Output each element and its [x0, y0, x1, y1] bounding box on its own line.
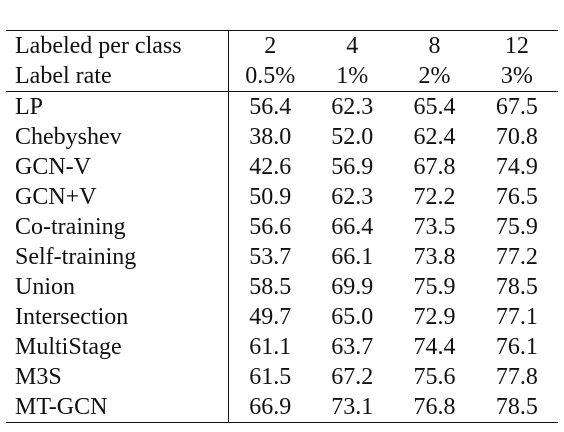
table-row: Intersection 49.7 65.0 72.9 77.1 — [6, 302, 558, 332]
method-name-cell: Self-training — [6, 242, 230, 272]
header-value: 4 — [311, 30, 394, 61]
accuracy-cell: 56.9 — [331, 154, 374, 180]
method-name-cell: Co-training — [6, 212, 230, 242]
table-row: MT-GCN 66.9 73.1 76.8 78.5 — [6, 392, 558, 423]
table-row: Self-training 53.7 66.1 73.8 77.2 — [6, 242, 558, 272]
accuracy-cell: 77.1 — [495, 304, 538, 330]
header-value: 0.5% — [228, 61, 312, 92]
header-label: Labeled per class — [6, 30, 230, 61]
accuracy-cell: 62.3 — [331, 184, 374, 210]
accuracy-cell: 66.4 — [331, 214, 374, 240]
cropped-caption-fragment — [0, 0, 564, 10]
accuracy-cell: 78.5 — [475, 392, 558, 423]
method-name-cell: Union — [6, 272, 230, 302]
header-label: Label rate — [6, 61, 230, 92]
table-row: Union 58.5 69.9 75.9 78.5 — [6, 272, 558, 302]
accuracy-cell: 65.0 — [331, 304, 374, 330]
table-row: GCN-V 42.6 56.9 67.8 74.9 — [6, 152, 558, 182]
accuracy-cell: 61.5 — [249, 364, 292, 390]
method-name-cell: LP — [6, 91, 230, 122]
accuracy-cell: 76.5 — [495, 184, 538, 210]
method-name-cell: Chebyshev — [6, 122, 230, 152]
header-row-label-rate: Label rate 0.5% 1% 2% 3% — [6, 61, 558, 92]
accuracy-cell: 77.8 — [495, 364, 538, 390]
accuracy-cell: 75.9 — [495, 214, 538, 240]
accuracy-cell: 63.7 — [331, 334, 374, 360]
accuracy-cell: 70.8 — [495, 124, 538, 150]
accuracy-cell: 53.7 — [249, 244, 292, 270]
table-header: Labeled per class 2 4 8 12 Label rate 0.… — [6, 30, 558, 92]
accuracy-cell: 75.9 — [413, 274, 456, 300]
accuracy-cell: 62.4 — [413, 124, 456, 150]
table-row: Co-training 56.6 66.4 73.5 75.9 — [6, 212, 558, 242]
table-row: GCN+V 50.9 62.3 72.2 76.5 — [6, 182, 558, 212]
accuracy-cell: 65.4 — [413, 94, 456, 120]
header-value: 3% — [475, 61, 558, 92]
header-row-labeled-per-class: Labeled per class 2 4 8 12 — [6, 30, 558, 61]
accuracy-cell: 78.5 — [495, 274, 538, 300]
header-value: 12 — [475, 30, 558, 61]
accuracy-cell: 56.6 — [249, 214, 292, 240]
method-name-cell: GCN-V — [6, 152, 230, 182]
accuracy-cell: 74.4 — [413, 334, 456, 360]
table-row: LP 56.4 62.3 65.4 67.5 — [6, 91, 558, 122]
accuracy-cell: 66.9 — [228, 392, 312, 423]
accuracy-cell: 73.8 — [413, 244, 456, 270]
accuracy-cell: 73.5 — [413, 214, 456, 240]
accuracy-cell: 75.6 — [413, 364, 456, 390]
accuracy-cell: 62.3 — [331, 94, 374, 120]
method-name-cell: MultiStage — [6, 332, 230, 362]
method-name-cell: MT-GCN — [6, 392, 230, 423]
table-row: M3S 61.5 67.2 75.6 77.8 — [6, 362, 558, 392]
accuracy-cell: 72.9 — [413, 304, 456, 330]
accuracy-cell: 73.1 — [311, 392, 394, 423]
accuracy-cell: 74.9 — [495, 154, 538, 180]
accuracy-cell: 61.1 — [249, 334, 292, 360]
table-body: LP 56.4 62.3 65.4 67.5 Chebyshev 38.0 52.0 62.4 7… — [6, 91, 558, 423]
accuracy-cell: 56.4 — [249, 94, 292, 120]
table-row: Chebyshev 38.0 52.0 62.4 70.8 — [6, 122, 558, 152]
method-name-cell: GCN+V — [6, 182, 230, 212]
table-row: MultiStage 61.1 63.7 74.4 76.1 — [6, 332, 558, 362]
accuracy-cell: 38.0 — [249, 124, 292, 150]
accuracy-cell: 58.5 — [249, 274, 292, 300]
accuracy-cell: 50.9 — [249, 184, 292, 210]
accuracy-cell: 69.9 — [331, 274, 374, 300]
accuracy-cell: 66.1 — [331, 244, 374, 270]
header-value: 1% — [311, 61, 394, 92]
accuracy-cell: 67.8 — [413, 154, 456, 180]
header-value: 8 — [393, 30, 476, 61]
header-value: 2 — [228, 30, 312, 61]
accuracy-cell: 72.2 — [413, 184, 456, 210]
accuracy-cell: 67.2 — [331, 364, 374, 390]
accuracy-cell: 67.5 — [495, 94, 538, 120]
method-name-cell: Intersection — [6, 302, 230, 332]
accuracy-cell: 76.8 — [393, 392, 476, 423]
method-name-cell: M3S — [6, 362, 230, 392]
accuracy-cell: 77.2 — [495, 244, 538, 270]
accuracy-cell: 76.1 — [495, 334, 538, 360]
accuracy-cell: 52.0 — [331, 124, 374, 150]
accuracy-cell: 42.6 — [249, 154, 292, 180]
results-table: Labeled per class 2 4 8 12 Label rate 0.… — [6, 30, 558, 423]
accuracy-cell: 49.7 — [249, 304, 292, 330]
header-value: 2% — [393, 61, 476, 92]
